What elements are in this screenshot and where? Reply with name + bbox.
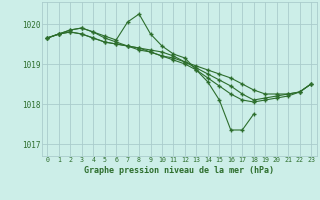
X-axis label: Graphe pression niveau de la mer (hPa): Graphe pression niveau de la mer (hPa): [84, 166, 274, 175]
